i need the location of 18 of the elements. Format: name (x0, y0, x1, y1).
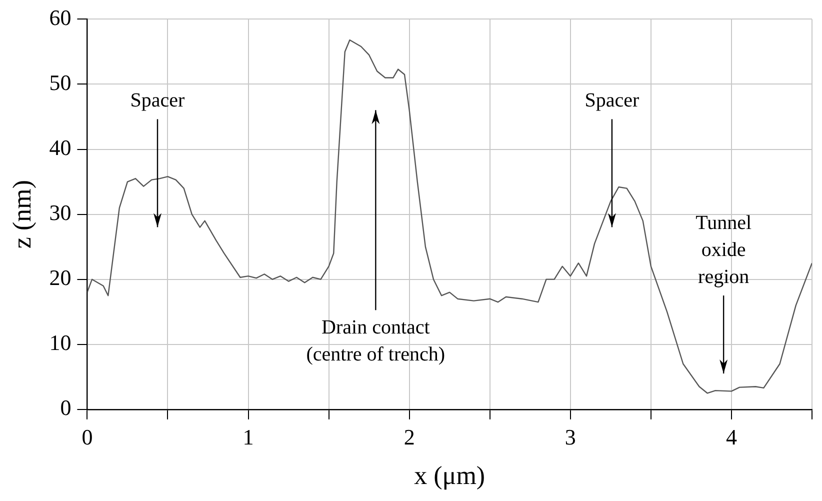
y-tick-label: 20 (49, 265, 72, 290)
y-axis-title: z (nm) (7, 180, 36, 249)
x-tick-label: 2 (404, 424, 415, 450)
y-tick-label: 10 (49, 330, 72, 356)
annotation: Spacer (130, 89, 186, 112)
x-tick-label: 0 (82, 424, 93, 450)
y-tick-label: 30 (49, 200, 72, 226)
annotation: Spacer (584, 89, 640, 112)
annotation: Drain contact (centre of trench) (306, 316, 446, 366)
x-tick-label: 4 (726, 424, 737, 450)
x-axis-title: x (μm) (414, 461, 486, 490)
y-tick-label: 0 (60, 395, 72, 420)
x-tick-label: 3 (564, 424, 576, 450)
y-tick-label: 40 (49, 135, 72, 160)
annotation: Tunnel oxide region (696, 212, 752, 288)
x-tick-label: 1 (242, 424, 254, 450)
y-tick-label: 60 (49, 4, 72, 30)
y-tick-label: 50 (49, 70, 72, 96)
